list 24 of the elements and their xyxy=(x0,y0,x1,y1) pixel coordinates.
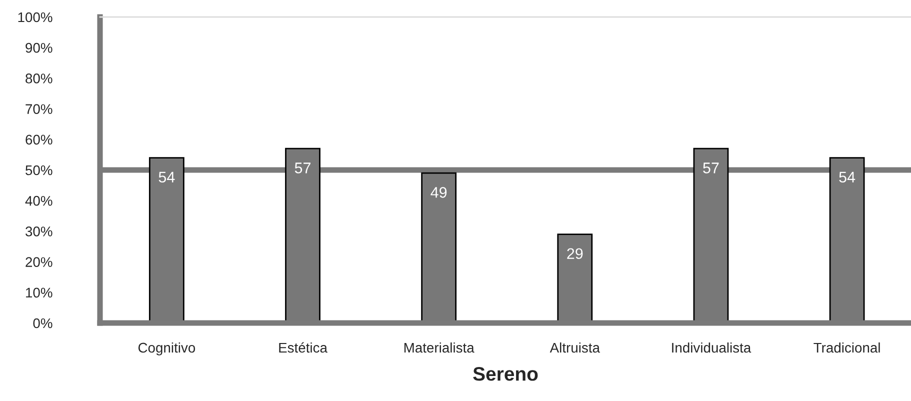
x-tick-label: Individualista xyxy=(672,342,752,353)
y-tick-label: 50% xyxy=(26,165,52,176)
x-tick-label: Estética xyxy=(279,342,328,353)
data-label: 57 xyxy=(703,162,719,174)
y-tick-label: 100% xyxy=(18,12,52,22)
x-tick-label: Materialista xyxy=(404,342,474,353)
y-tick-label: 90% xyxy=(26,42,52,53)
data-label: 49 xyxy=(430,187,447,198)
y-tick-label: 30% xyxy=(26,226,52,236)
data-label: 57 xyxy=(294,162,310,174)
x-axis-title: Sereno xyxy=(473,367,538,381)
data-label: 54 xyxy=(839,172,856,183)
y-tick-label: 80% xyxy=(26,74,52,84)
x-tick-label: Altruista xyxy=(550,342,600,353)
data-label: 29 xyxy=(567,248,583,260)
y-tick-label: 70% xyxy=(26,104,52,114)
y-tick-label: 0% xyxy=(33,318,52,328)
y-tick-label: 40% xyxy=(25,196,52,206)
x-tick-label: Cognitivo xyxy=(138,342,196,356)
y-tick-label: 60% xyxy=(26,134,52,145)
x-tick-label: Tradicional xyxy=(814,342,880,353)
y-tick-label: 10% xyxy=(26,288,52,298)
y-tick-label: 20% xyxy=(26,257,52,267)
data-label: 54 xyxy=(158,172,175,183)
